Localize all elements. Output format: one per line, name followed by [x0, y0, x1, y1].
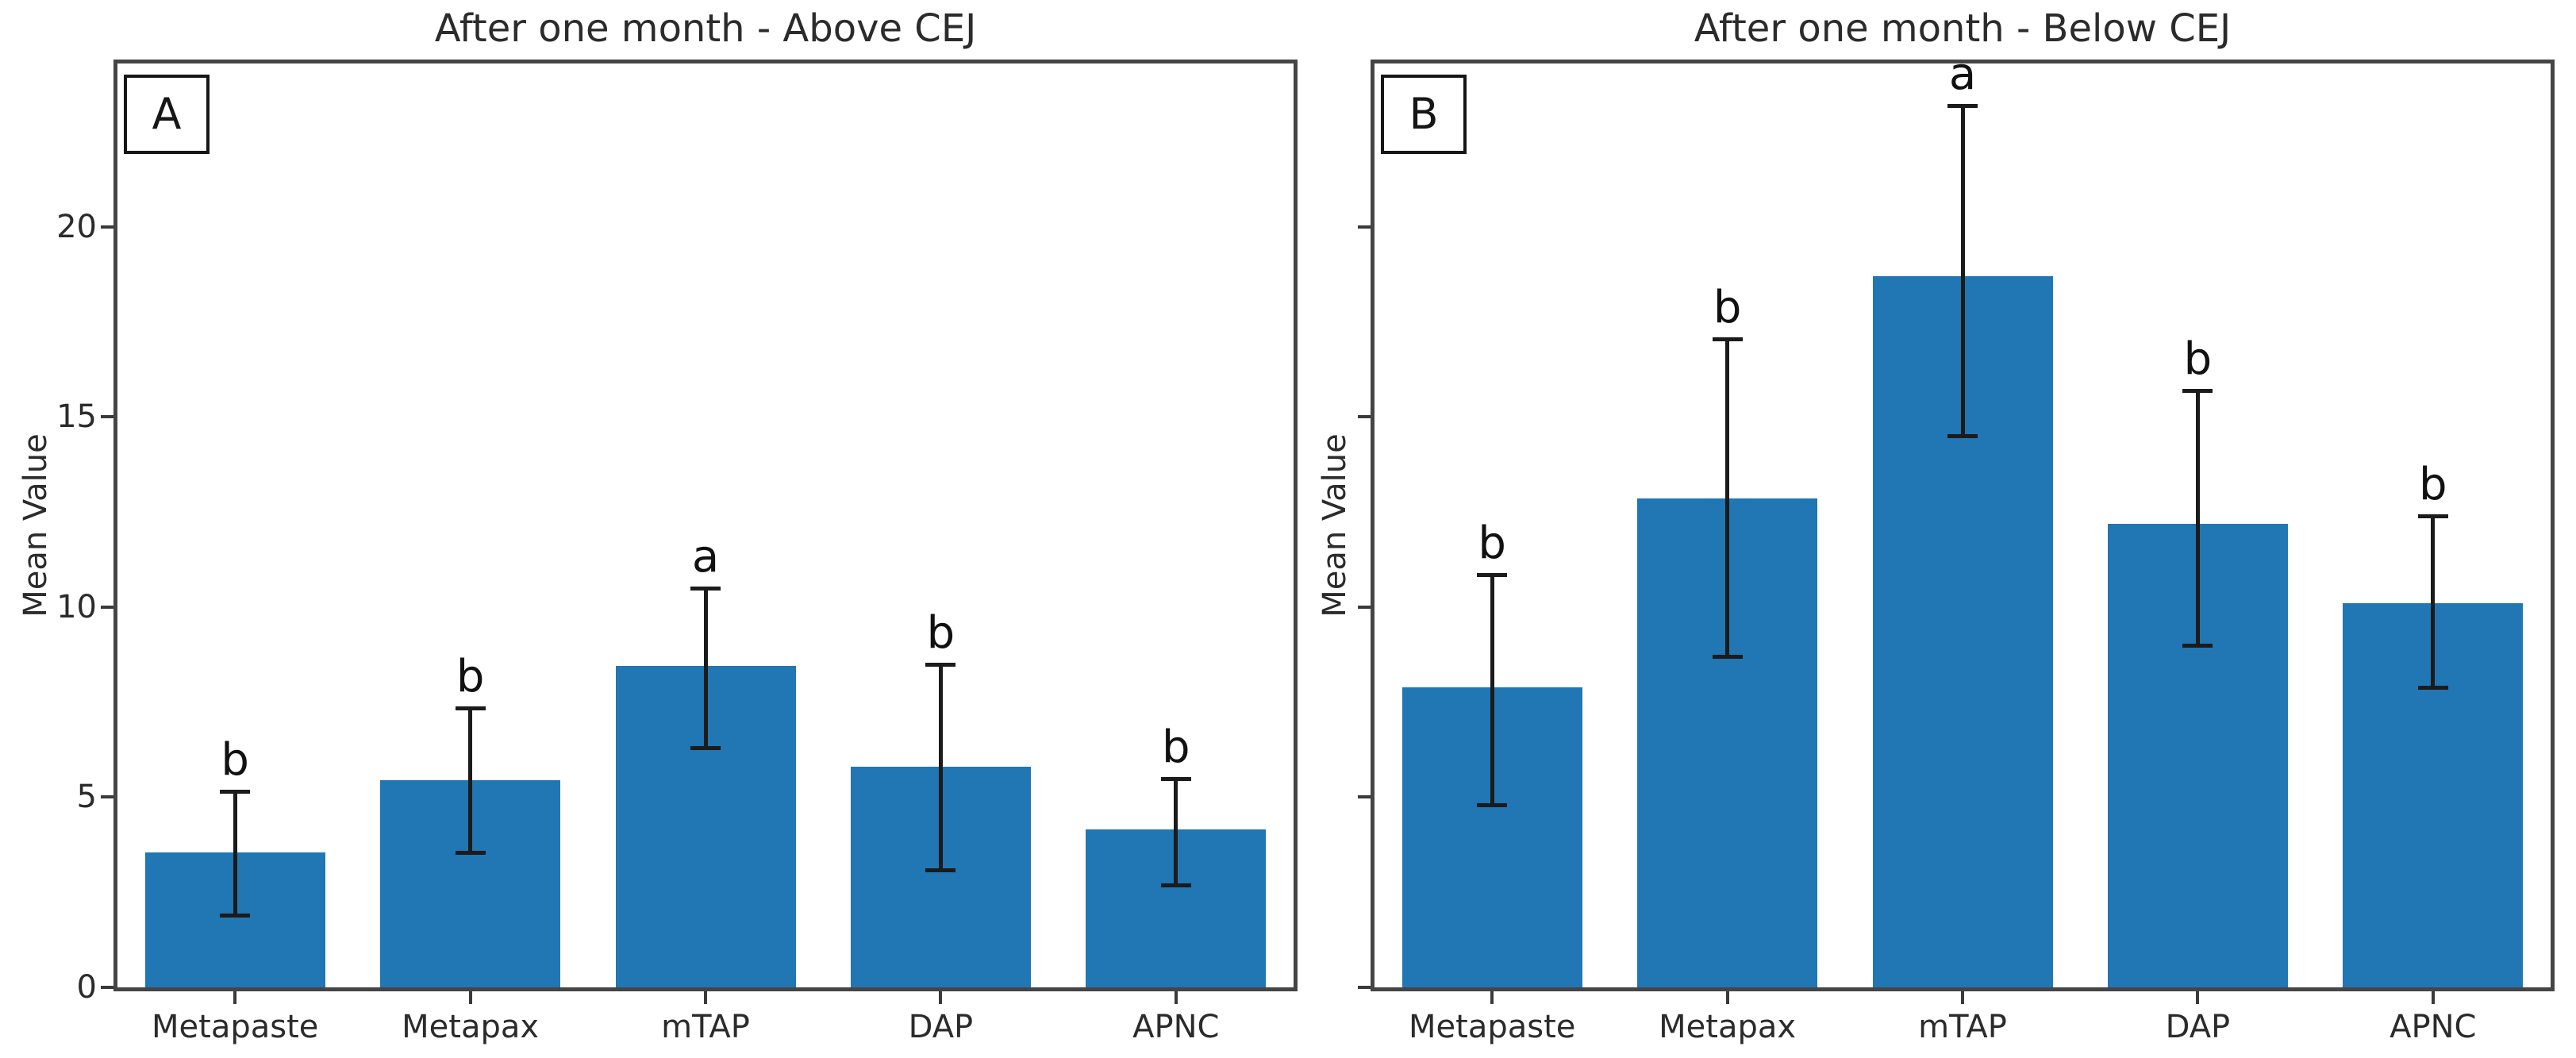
significance-letter: b [926, 606, 955, 659]
error-cap-lower [1947, 434, 1978, 439]
error-cap-lower [1160, 883, 1191, 887]
x-tick-label: DAP [2165, 1009, 2231, 1045]
x-tick-label: mTAP [1918, 1009, 2007, 1045]
error-bar [2195, 390, 2200, 645]
error-cap-upper [1947, 103, 1978, 108]
significance-letter: b [2183, 333, 2213, 385]
significance-letter: a [691, 531, 720, 583]
error-bar [1490, 575, 1494, 806]
error-cap-upper [1712, 337, 1743, 342]
error-bar [1960, 105, 1965, 437]
x-tick-mark [2196, 991, 2200, 1004]
x-tick-mark [1725, 991, 1729, 1004]
x-tick-label: Metapaste [1409, 1009, 1576, 1045]
error-bar [233, 791, 237, 915]
significance-letter: b [1162, 721, 1190, 773]
x-tick-mark [1490, 991, 1494, 1004]
x-tick-label: DAP [908, 1009, 974, 1045]
error-cap-lower [1712, 655, 1743, 660]
panel-b-letter: B [1409, 89, 1439, 139]
error-cap-upper [455, 706, 486, 710]
x-tick-label: APNC [2390, 1009, 2477, 1045]
x-tick-mark [1174, 991, 1178, 1004]
error-cap-lower [1477, 803, 1508, 808]
significance-letter: b [221, 734, 249, 787]
error-cap-lower [2182, 643, 2213, 648]
y-tick-mark [101, 225, 113, 229]
y-tick-mark [101, 605, 113, 609]
error-cap-upper [1477, 573, 1508, 578]
y-tick-mark [101, 415, 113, 419]
error-cap-upper [690, 587, 721, 591]
error-cap-lower [925, 868, 956, 872]
error-bar [1725, 339, 1730, 657]
x-tick-mark [468, 991, 472, 1004]
error-bar [938, 664, 943, 870]
y-tick-mark [1358, 986, 1371, 989]
y-tick-mark [1358, 415, 1371, 419]
panel-a-letter-box: A [124, 75, 210, 154]
x-tick-label: APNC [1132, 1009, 1220, 1045]
error-cap-upper [220, 790, 251, 794]
y-tick-mark [101, 986, 113, 989]
panel-b-plot-area: B b Metapaste b Metapax a mTAP b DAP b APNC [1358, 52, 2555, 1045]
panel-b-y-axis-label: Mean Value [1317, 433, 1353, 617]
significance-letter: b [2419, 459, 2447, 511]
error-cap-upper [2417, 514, 2448, 519]
y-tick-label: 15 [56, 398, 97, 436]
error-bar [703, 588, 708, 748]
panel-a-letter: A [152, 89, 182, 139]
panel-b-letter-box: B [1381, 75, 1467, 154]
y-tick-mark [1358, 605, 1371, 609]
panel-b-title: After one month - Below CEJ [1694, 6, 2232, 51]
error-cap-lower [220, 913, 251, 918]
error-bar [2431, 516, 2436, 687]
x-tick-mark [233, 991, 237, 1004]
significance-letter: a [1948, 48, 1977, 100]
x-tick-label: mTAP [661, 1009, 750, 1045]
error-bar [468, 707, 473, 852]
y-tick-label: 20 [56, 208, 97, 245]
x-tick-label: Metapax [402, 1009, 540, 1045]
x-tick-label: Metapaste [152, 1009, 319, 1045]
y-tick-label: 10 [56, 588, 97, 625]
x-tick-mark [2431, 991, 2435, 1004]
panel-a-plot-area: A b Metapaste b Metapax a mTAP b DAP b APNC 0 5 10 15… [56, 60, 1298, 1045]
x-tick-label: Metapax [1659, 1009, 1797, 1045]
y-tick-label: 0 [76, 969, 97, 1006]
x-tick-mark [939, 991, 943, 1004]
significance-letter: b [456, 650, 485, 702]
error-cap-upper [925, 662, 956, 667]
error-cap-lower [690, 746, 721, 751]
error-cap-upper [1160, 776, 1191, 781]
x-tick-mark [1961, 991, 1964, 1004]
error-cap-upper [2182, 388, 2213, 393]
y-tick-mark [101, 795, 113, 799]
error-cap-lower [455, 850, 486, 855]
error-cap-lower [2417, 685, 2448, 690]
y-tick-label: 5 [76, 779, 97, 816]
y-tick-mark [1358, 795, 1371, 799]
error-bar [1174, 778, 1178, 885]
significance-letter: b [1478, 517, 1506, 570]
y-tick-mark [1358, 225, 1371, 229]
significance-letter: b [1713, 282, 1742, 334]
x-tick-mark [704, 991, 707, 1004]
panel-a-title: After one month - Above CEJ [434, 6, 977, 51]
